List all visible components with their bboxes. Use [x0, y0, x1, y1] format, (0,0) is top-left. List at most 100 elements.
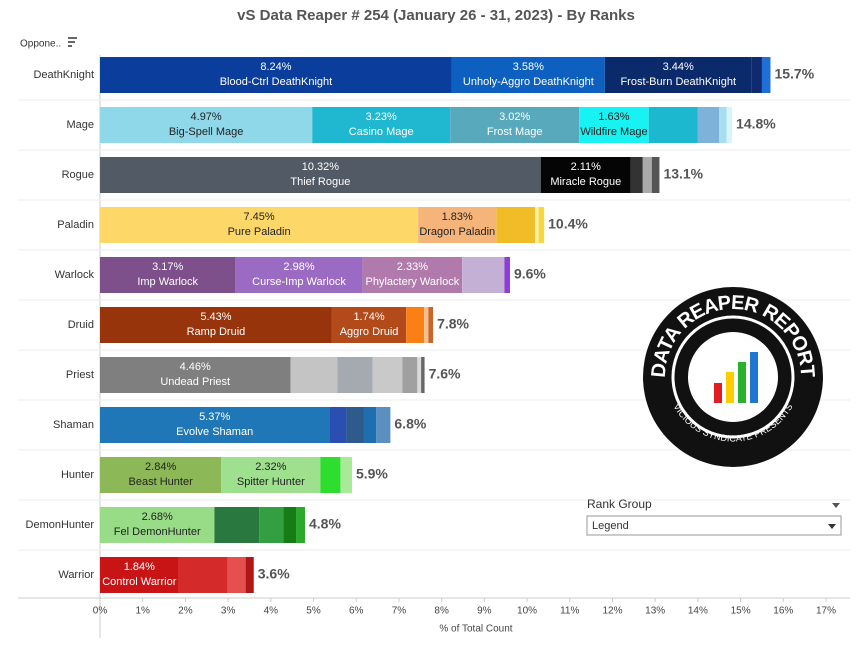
chart-title: vS Data Reaper # 254 (January 26 - 31, 2…: [237, 7, 635, 24]
total-label: 3.6%: [258, 566, 290, 582]
segment-name-label: Imp Warlock: [137, 276, 198, 288]
x-tick-label: 5%: [306, 606, 321, 617]
x-tick-label: 14%: [688, 606, 708, 617]
x-tick-label: 7%: [392, 606, 407, 617]
segment-value-label: 2.68%: [142, 511, 173, 523]
y-tick-label: Rogue: [62, 169, 94, 181]
y-tick-label: DemonHunter: [26, 519, 95, 531]
bar-segment: [761, 57, 771, 93]
segment-value-label: 1.83%: [442, 211, 473, 223]
bar-segment: [331, 307, 407, 343]
segment-name-label: Undead Priest: [160, 376, 230, 388]
total-label: 15.7%: [774, 66, 814, 82]
logo: DATA REAPER REPORT VICIOUS SYNDICATE PRE…: [643, 287, 823, 467]
bar-segment: [100, 557, 179, 593]
bar-segment: [178, 557, 228, 593]
bar-segment: [283, 507, 297, 543]
y-tick-label: DeathKnight: [33, 69, 94, 81]
segment-value-label: 2.84%: [145, 461, 176, 473]
segment-name-label: Control Warrior: [102, 576, 176, 588]
bar-segment: [697, 107, 720, 143]
y-tick-label: Priest: [66, 369, 94, 381]
segment-value-label: 2.32%: [255, 461, 286, 473]
bar-segment: [100, 107, 313, 143]
bar-segment: [648, 107, 698, 143]
segment-name-label: Wildfire Mage: [580, 126, 647, 138]
legend-dropdown[interactable]: [586, 515, 842, 536]
segment-value-label: 7.45%: [243, 211, 274, 223]
bar-segment: [100, 57, 452, 93]
y-tick-label: Shaman: [53, 419, 94, 431]
total-label: 13.1%: [663, 166, 703, 182]
y-tick-label: Warrior: [58, 569, 94, 581]
total-label: 5.9%: [356, 466, 388, 482]
bar-segment: [100, 307, 332, 343]
bar-segment: [376, 407, 391, 443]
segment-value-label: 2.33%: [397, 261, 428, 273]
sort-icon[interactable]: [68, 37, 77, 47]
legend-dropdown-value[interactable]: Legend: [592, 520, 629, 532]
bar-segment: [329, 407, 347, 443]
bar-segment: [450, 107, 580, 143]
segment-value-label: 1.84%: [124, 561, 155, 573]
y-tick-label: Warlock: [55, 269, 95, 281]
bar-segment: [538, 207, 545, 243]
bar-segment: [100, 207, 419, 243]
bar-segment: [100, 407, 330, 443]
bar-segment: [100, 257, 236, 293]
segment-name-label: Aggro Druid: [340, 326, 399, 338]
bar-segment: [421, 357, 425, 393]
y-tick-label: Druid: [68, 319, 94, 331]
bar-segment: [451, 57, 605, 93]
bar-segment: [372, 357, 403, 393]
bar-segment: [630, 157, 643, 193]
bar-segment: [424, 307, 429, 343]
bar-segment: [726, 107, 733, 143]
bar-segment: [337, 357, 373, 393]
segment-name-label: Miracle Rogue: [550, 176, 621, 188]
bar-segment: [642, 157, 652, 193]
segment-value-label: 1.74%: [353, 311, 384, 323]
bar-segment: [363, 407, 377, 443]
legend-title: Rank Group: [587, 497, 652, 511]
segment-name-label: Frost-Burn DeathKnight: [620, 76, 736, 88]
bar-segment: [235, 257, 363, 293]
dropdown-arrow: [828, 524, 836, 529]
row-header[interactable]: Oppone..: [20, 39, 61, 50]
bar-segment: [214, 507, 260, 543]
bar-segment: [418, 207, 497, 243]
segment-name-label: Evolve Shaman: [176, 426, 253, 438]
x-tick-label: 6%: [349, 606, 364, 617]
x-tick-label: 2%: [178, 606, 193, 617]
segment-name-label: Unholy-Aggro DeathKnight: [463, 76, 594, 88]
x-tick-label: 12%: [602, 606, 622, 617]
segment-value-label: 4.97%: [191, 111, 222, 123]
segment-name-label: Big-Spell Mage: [169, 126, 244, 138]
x-axis-label: % of Total Count: [439, 624, 512, 635]
bar-segment: [290, 357, 338, 393]
segment-value-label: 5.37%: [199, 411, 230, 423]
segment-value-label: 4.46%: [180, 361, 211, 373]
x-tick-label: 17%: [816, 606, 836, 617]
bar-segment: [100, 157, 541, 193]
legend-menu[interactable]: [832, 503, 840, 508]
bar-segment: [227, 557, 246, 593]
bar-segment: [296, 507, 305, 543]
segment-value-label: 3.17%: [152, 261, 183, 273]
y-tick-label: Paladin: [57, 219, 94, 231]
bar-segment: [462, 257, 505, 293]
segment-name-label: Fel DemonHunter: [114, 526, 201, 538]
bar-segment: [428, 307, 434, 343]
x-tick-label: 8%: [434, 606, 449, 617]
segment-value-label: 10.32%: [302, 161, 340, 173]
segment-name-label: Ramp Druid: [187, 326, 246, 338]
x-tick-label: 3%: [221, 606, 236, 617]
bar-segment: [496, 207, 536, 243]
x-tick-label: 0%: [93, 606, 108, 617]
bar-segment: [719, 107, 727, 143]
bar-segment: [535, 207, 539, 243]
segment-name-label: Pure Paladin: [228, 226, 291, 238]
x-tick-label: 9%: [477, 606, 492, 617]
segment-value-label: 8.24%: [260, 61, 291, 73]
